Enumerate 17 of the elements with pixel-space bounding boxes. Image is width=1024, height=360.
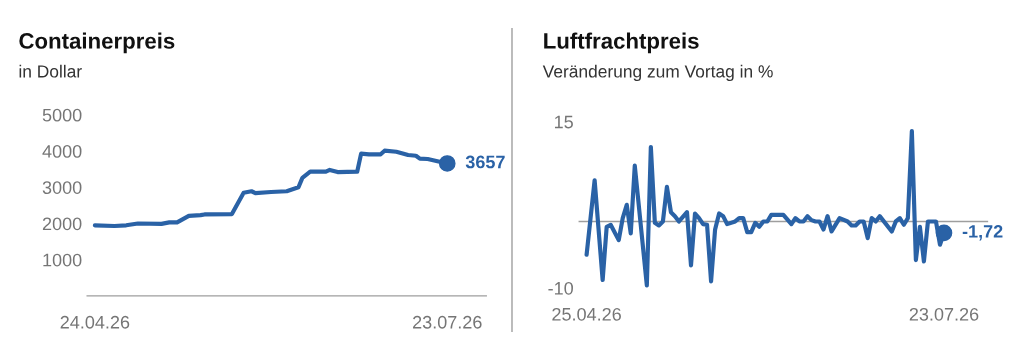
chart-subtitle: Veränderung zum Vortag in % (542, 64, 773, 81)
y-tick-label: 1000 (43, 253, 82, 267)
y-tick-label: 3000 (42, 181, 82, 194)
y-tick-label: 2000 (42, 217, 82, 231)
chart-title: Containerpreis (19, 32, 175, 54)
x-tick-label: 23.07.26 (909, 307, 979, 321)
data-label: 3657 (465, 155, 505, 169)
chart-title: Luftfrachtpreis (544, 32, 699, 54)
y-tick-label: 4000 (42, 144, 82, 158)
y-tick-label: 5000 (42, 108, 82, 122)
chart-subtitle: in Dollar (19, 64, 82, 78)
y-tick-label: 15 (554, 115, 573, 129)
y-tick-label: -10 (548, 281, 573, 295)
x-tick-label: 25.04.26 (552, 307, 621, 321)
x-tick-label: 24.04.26 (60, 315, 130, 329)
x-tick-label: 23.07.26 (413, 315, 482, 329)
data-label: -1,72 (962, 224, 1003, 241)
